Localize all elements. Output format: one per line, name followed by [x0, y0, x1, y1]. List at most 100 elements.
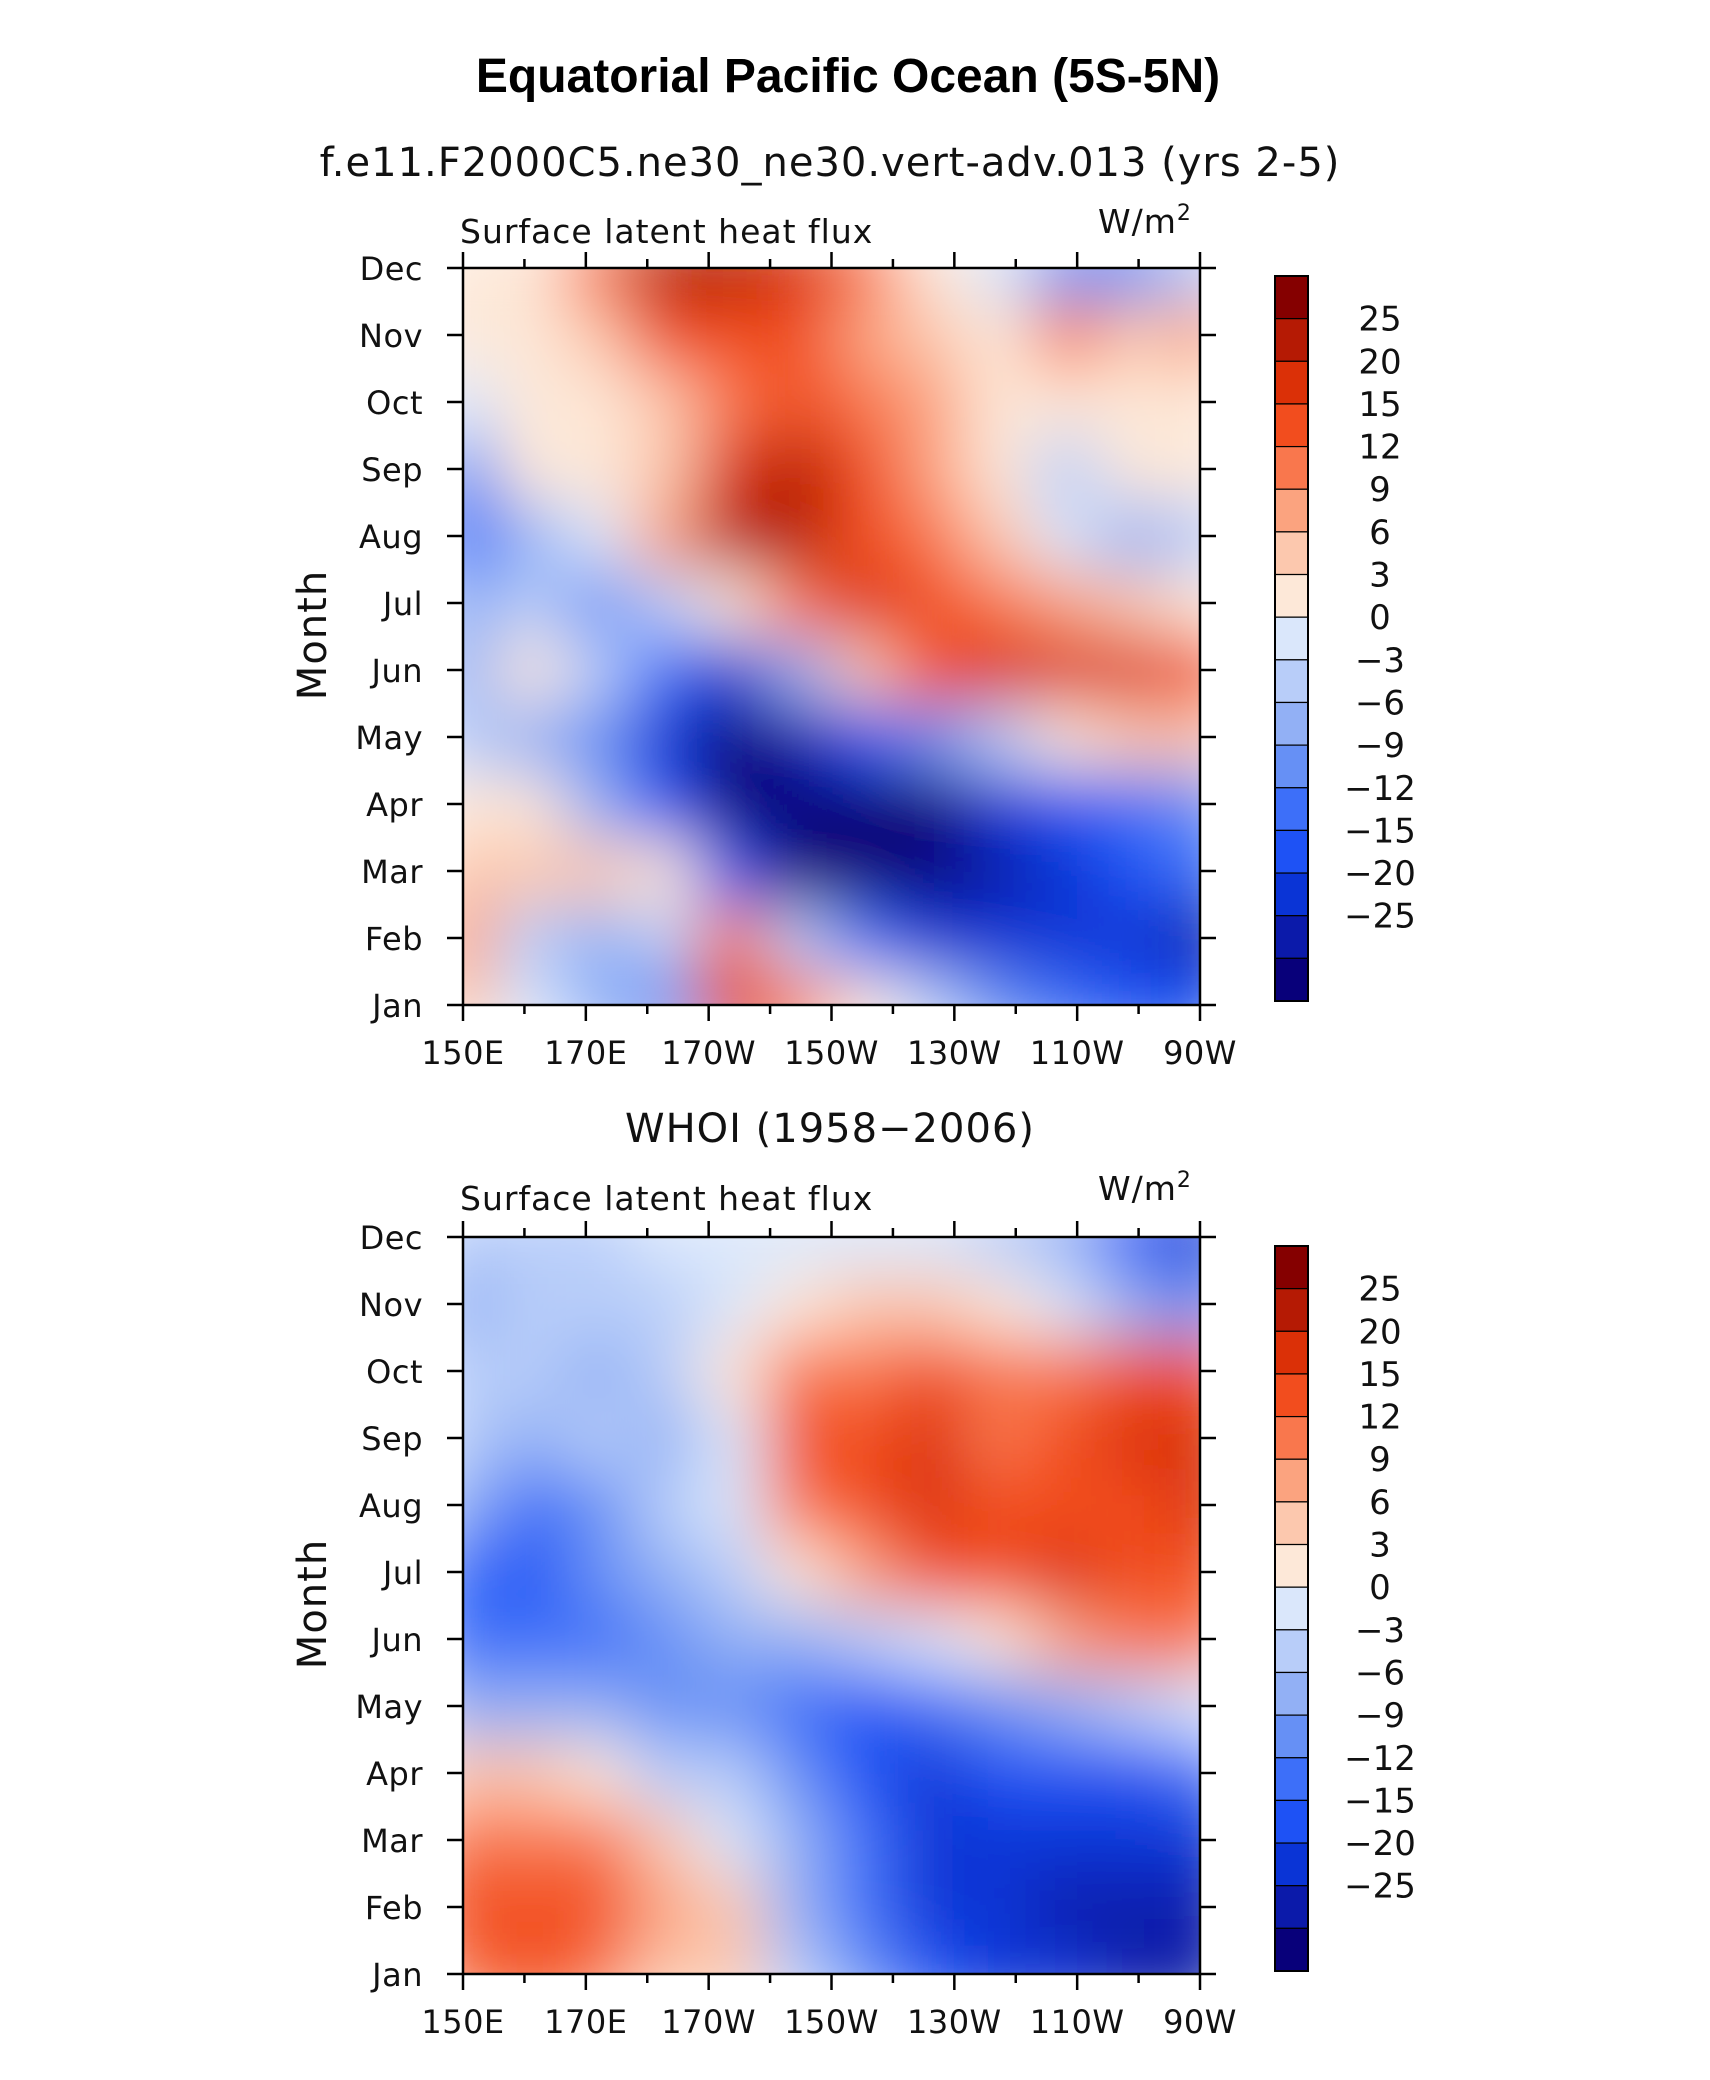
- heatmap-cell: [764, 502, 833, 571]
- heatmap-cell: [697, 1940, 766, 1974]
- heatmap-cell: [563, 636, 632, 705]
- x-tick-label: 150W: [784, 1034, 879, 1072]
- heatmap-cell: [1032, 1605, 1101, 1674]
- heatmap-cell: [1099, 904, 1168, 973]
- heatmap-cell: [898, 971, 967, 1005]
- colorbar-swatch: [1274, 1842, 1309, 1887]
- heatmap-cell: [1166, 1605, 1200, 1674]
- heatmap-cell: [1032, 301, 1101, 370]
- colorbar-swatch: [1274, 488, 1309, 533]
- heatmap-cell: [563, 502, 632, 571]
- heatmap-cell: [697, 502, 766, 571]
- heatmap-cell: [630, 368, 699, 437]
- heatmap-cell: [563, 1471, 632, 1540]
- heatmap-cell: [630, 435, 699, 504]
- heatmap-cell: [965, 1806, 1034, 1875]
- heatmap-cell: [1032, 1270, 1101, 1339]
- colorbar-swatch: [1274, 1799, 1309, 1844]
- heatmap-cell: [630, 1672, 699, 1741]
- heatmap-cell: [697, 636, 766, 705]
- heatmap-cell: [697, 971, 766, 1005]
- heatmap-cell: [764, 1404, 833, 1473]
- heatmap-cell: [563, 1940, 632, 1974]
- heatmap-cell: [563, 904, 632, 973]
- colorbar-swatch: [1274, 616, 1309, 661]
- heatmap-cell: [463, 1404, 498, 1473]
- colorbar-label: −20: [1344, 854, 1416, 894]
- colorbar-label: 15: [1358, 385, 1401, 425]
- panel-1-ylabel: Month: [290, 570, 336, 700]
- heatmap-cell: [496, 1404, 565, 1473]
- panel-1-units-label: W/m2: [1098, 201, 1192, 241]
- panel-2-heatmap: [463, 1237, 1200, 1974]
- panel-1-run-title: f.e11.F2000C5.ne30_ne30.vert-adv.013 (yr…: [320, 140, 1341, 186]
- x-tick-label: 170E: [544, 2003, 627, 2041]
- colorbar-label: 6: [1369, 513, 1391, 553]
- heatmap-cell: [630, 1940, 699, 1974]
- colorbar-label: 3: [1369, 556, 1391, 596]
- heatmap-cell: [965, 1404, 1034, 1473]
- heatmap-cell: [1032, 1739, 1101, 1808]
- heatmap-cell: [463, 368, 498, 437]
- heatmap-cell: [563, 435, 632, 504]
- colorbar-label: −25: [1344, 1867, 1416, 1907]
- colorbar-swatch: [1274, 318, 1309, 362]
- heatmap-cell: [831, 703, 900, 772]
- heatmap-cell: [831, 770, 900, 839]
- heatmap-cell: [965, 1940, 1034, 1974]
- heatmap-cell: [463, 502, 498, 571]
- heatmap-cell: [1032, 1538, 1101, 1607]
- heatmap-cell: [1032, 703, 1101, 772]
- colorbar-frame: [1274, 275, 1309, 1002]
- colorbar-label: 20: [1358, 1312, 1401, 1352]
- colorbar-swatch: [1274, 403, 1309, 448]
- heatmap-cell: [898, 1672, 967, 1741]
- heatmap-cell: [764, 569, 833, 638]
- heatmap-cell: [496, 368, 565, 437]
- heatmap-cell: [898, 268, 967, 303]
- heatmap-cell: [630, 1605, 699, 1674]
- y-tick-label: Sep: [361, 1420, 423, 1458]
- heatmap-cell: [1099, 1270, 1168, 1339]
- y-tick-label: May: [355, 1688, 423, 1726]
- heatmap-cell: [496, 636, 565, 705]
- heatmap-cell: [965, 268, 1034, 303]
- x-tick-label: 110W: [1030, 1034, 1125, 1072]
- heatmap-cell: [898, 301, 967, 370]
- colorbar-label: −9: [1355, 726, 1405, 766]
- heatmap-cell: [898, 1538, 967, 1607]
- heatmap-cell: [463, 1605, 498, 1674]
- heatmap-cell: [1099, 971, 1168, 1005]
- heatmap-cell: [563, 1270, 632, 1339]
- colorbar-swatch: [1274, 1373, 1309, 1418]
- heatmap-cell: [1166, 703, 1200, 772]
- heatmap-cell: [1032, 1873, 1101, 1942]
- heatmap-cell: [563, 1605, 632, 1674]
- heatmap-cell: [1166, 268, 1200, 303]
- heatmap-cell: [697, 1873, 766, 1942]
- heatmap-cell: [563, 1538, 632, 1607]
- heatmap-cell: [764, 1940, 833, 1974]
- heatmap-cell: [496, 268, 565, 303]
- heatmap-cell: [965, 837, 1034, 906]
- heatmap-cell: [463, 1270, 498, 1339]
- heatmap-cell: [496, 837, 565, 906]
- heatmap-cell: [1032, 1471, 1101, 1540]
- heatmap-cell: [898, 1873, 967, 1942]
- heatmap-cell: [463, 1873, 498, 1942]
- y-tick-label: Oct: [366, 1353, 423, 1391]
- heatmap-cell: [965, 301, 1034, 370]
- heatmap-cell: [831, 904, 900, 973]
- heatmap-cell: [831, 1605, 900, 1674]
- heatmap-cell: [1032, 1337, 1101, 1406]
- heatmap-cell: [496, 1538, 565, 1607]
- heatmap-cell: [697, 268, 766, 303]
- heatmap-cell: [831, 1404, 900, 1473]
- x-tick-label: 150W: [784, 2003, 879, 2041]
- heatmap-cell: [831, 971, 900, 1005]
- heatmap-cell: [1032, 435, 1101, 504]
- heatmap-cell: [563, 268, 632, 303]
- y-tick-label: Mar: [361, 1822, 423, 1860]
- heatmap-cell: [630, 1873, 699, 1942]
- heatmap-cell: [1166, 435, 1200, 504]
